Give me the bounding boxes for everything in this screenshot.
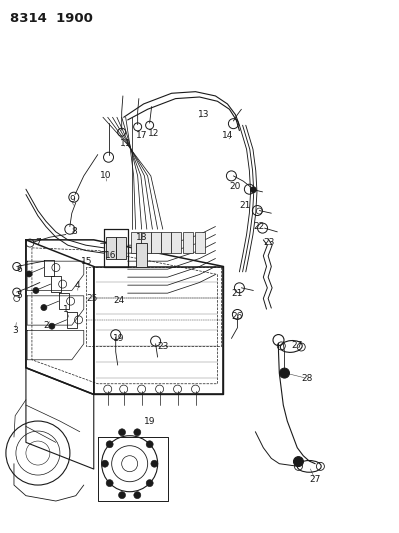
Bar	[161, 232, 171, 253]
Text: 13: 13	[198, 110, 209, 119]
Text: 15: 15	[81, 257, 93, 265]
Circle shape	[151, 460, 158, 467]
Circle shape	[101, 460, 109, 467]
Text: 22: 22	[254, 222, 265, 231]
Text: 8314  1900: 8314 1900	[10, 12, 93, 25]
Text: 24: 24	[113, 296, 124, 304]
Text: 21: 21	[240, 201, 251, 209]
Circle shape	[119, 429, 126, 436]
Text: 19: 19	[113, 334, 124, 343]
Circle shape	[250, 187, 257, 193]
Bar	[106, 237, 116, 259]
Text: 12: 12	[148, 129, 159, 138]
Text: 27: 27	[310, 475, 321, 484]
Text: 7: 7	[35, 238, 41, 247]
Text: 10: 10	[100, 172, 111, 180]
Bar	[131, 232, 141, 253]
Bar	[141, 232, 151, 253]
Text: 9: 9	[69, 196, 75, 204]
Text: 6: 6	[16, 265, 22, 273]
Circle shape	[106, 480, 113, 487]
Text: 26: 26	[232, 312, 243, 320]
Text: 17: 17	[136, 132, 147, 140]
Circle shape	[106, 441, 113, 448]
Text: 21: 21	[232, 289, 243, 297]
Circle shape	[119, 491, 126, 499]
Bar	[136, 243, 147, 266]
Text: 18: 18	[136, 233, 147, 241]
Circle shape	[33, 287, 39, 294]
Circle shape	[146, 480, 153, 487]
Bar	[151, 232, 161, 253]
Bar	[183, 232, 193, 253]
Circle shape	[26, 271, 32, 277]
Bar	[171, 232, 181, 253]
Text: 3: 3	[12, 326, 18, 335]
Text: 25: 25	[86, 294, 97, 303]
Circle shape	[134, 429, 141, 436]
Text: 23: 23	[157, 342, 168, 351]
Text: 28: 28	[302, 374, 313, 383]
Text: 4: 4	[75, 281, 81, 289]
Text: 2: 2	[43, 321, 49, 329]
Circle shape	[41, 304, 47, 311]
Text: 11: 11	[120, 140, 131, 148]
Text: 5: 5	[16, 292, 22, 300]
Circle shape	[146, 441, 153, 448]
Circle shape	[279, 368, 290, 378]
Bar	[195, 232, 205, 253]
Text: 27: 27	[292, 341, 303, 350]
Circle shape	[293, 457, 304, 466]
Circle shape	[49, 323, 55, 329]
Text: 20: 20	[230, 182, 241, 191]
Text: 1: 1	[63, 305, 69, 313]
Text: 23: 23	[264, 238, 275, 247]
Text: 19: 19	[144, 417, 155, 425]
Text: 8: 8	[71, 228, 77, 236]
Bar	[116, 237, 126, 259]
Text: 16: 16	[105, 252, 117, 260]
Text: 14: 14	[222, 132, 233, 140]
Circle shape	[134, 491, 141, 499]
